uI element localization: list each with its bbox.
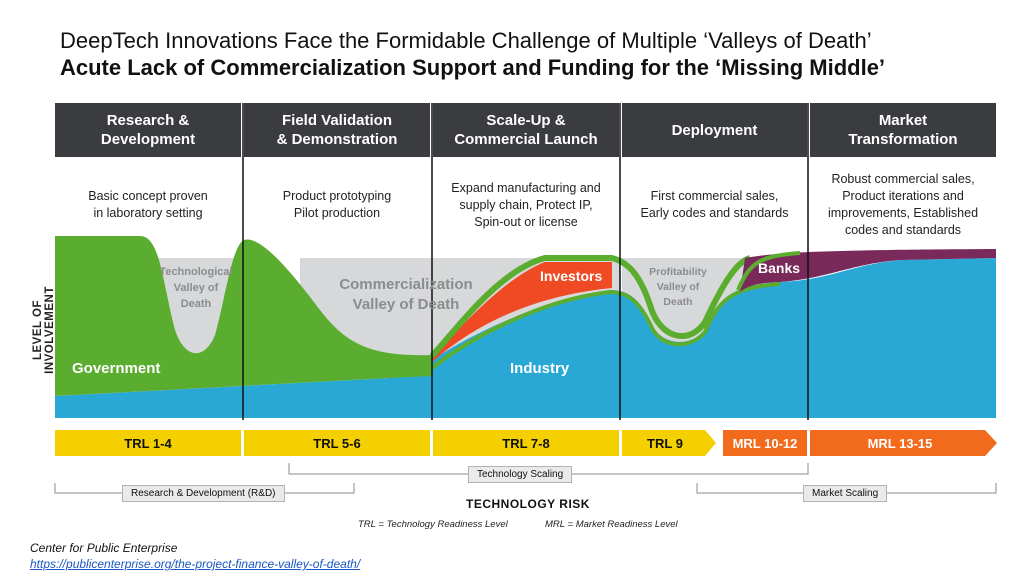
tech-valley-label-3: Death — [181, 298, 212, 310]
title-line-2: Acute Lack of Commercialization Support … — [60, 55, 886, 80]
stage-header-rd: Research & Development — [55, 103, 241, 157]
stage-header-scale-up: Scale-Up & Commercial Launch — [433, 103, 619, 157]
source-name: Center for Public Enterprise — [30, 541, 178, 555]
comm-valley-label-2: Valley of Death — [353, 296, 460, 313]
mrl-10-12-label: MRL 10-12 — [732, 435, 798, 451]
technology-scaling-label: Technology Scaling — [468, 466, 573, 483]
trl-9-label: TRL 9 — [647, 435, 683, 451]
trl-legend: TRL = Technology Readiness Level — [358, 519, 508, 530]
banks-label: Banks — [758, 260, 800, 276]
industry-green-edge — [430, 282, 781, 370]
mrl-legend: MRL = Market Readiness Level — [545, 519, 678, 530]
stage-desc-deployment: First commercial sales, Early codes and … — [640, 189, 789, 220]
industry-label: Industry — [510, 360, 570, 377]
market-scaling-label: Market Scaling — [803, 485, 888, 502]
trl-7-8-bar — [433, 430, 619, 456]
stage-header-deployment: Deployment — [622, 103, 807, 157]
profit-valley-label-2: Valley of — [657, 281, 700, 293]
mrl-10-12-bar — [723, 430, 807, 456]
trl-5-6-label: TRL 5-6 — [313, 435, 361, 451]
stage-header-field-validation: Field Validation & Demonstration — [244, 103, 430, 157]
mrl-13-15-label: MRL 13-15 — [867, 435, 933, 451]
title-line-1: DeepTech Innovations Face the Formidable… — [60, 28, 872, 53]
government-label: Government — [72, 360, 160, 377]
stage-desc-market-transformation: Robust commercial sales, Product iterati… — [827, 172, 979, 237]
banks-area — [740, 249, 996, 292]
technology-risk-label: TECHNOLOGY RISK — [466, 497, 590, 511]
tech-valley-label-1: Technological — [159, 266, 232, 278]
trl-1-4-bar — [55, 430, 241, 456]
profit-valley-label-3: Death — [663, 296, 692, 308]
tech-valley-label-2: Valley of — [174, 282, 219, 294]
rd-scaling-label: Research & Development (R&D) — [122, 485, 285, 502]
stage-desc-field-validation: Product prototyping Pilot production — [282, 189, 392, 220]
stage-desc-scale-up: Expand manufacturing and supply chain, P… — [451, 181, 601, 229]
investors-label: Investors — [540, 268, 602, 284]
stage-desc-rd: Basic concept proven in laboratory setti… — [88, 189, 208, 220]
profit-valley-label-1: Profitability — [649, 266, 707, 278]
trl-9-bar — [622, 430, 716, 456]
source-link[interactable]: https://publicenterprise.org/the-project… — [30, 557, 361, 571]
trl-1-4-label: TRL 1-4 — [124, 435, 172, 451]
investors-area — [432, 262, 612, 362]
investors-green-edge — [429, 255, 752, 359]
stage-header-market-transformation: Market Transformation — [810, 103, 996, 157]
trl-5-6-bar — [244, 430, 430, 456]
comm-valley-label-1: Commercialization — [339, 276, 472, 293]
industry-area — [55, 258, 996, 418]
mrl-13-15-bar — [810, 430, 997, 456]
banks-green-edge — [736, 251, 801, 291]
trl-7-8-label: TRL 7-8 — [502, 435, 550, 451]
